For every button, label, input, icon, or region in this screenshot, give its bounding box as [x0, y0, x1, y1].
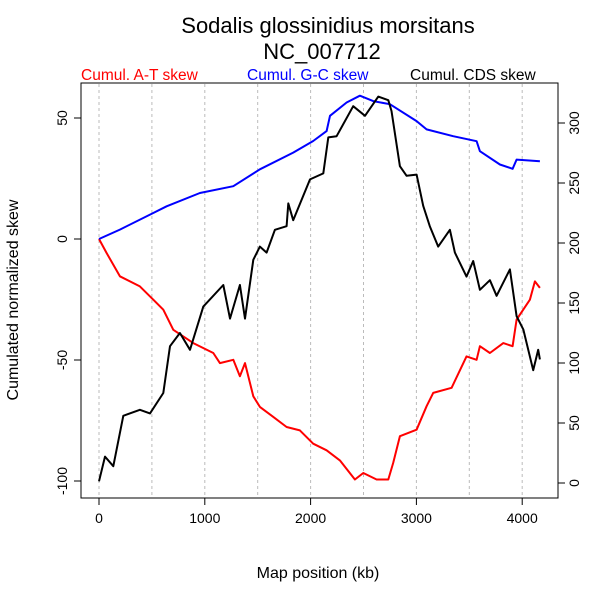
x-tick-label: 1000	[189, 510, 220, 526]
y-right-tick-label: 100	[566, 351, 582, 375]
plot-frame	[80, 82, 559, 499]
chart-title: Sodalis glossinidius morsitans	[181, 13, 474, 38]
y-left-tick-label: 50	[54, 110, 70, 126]
x-axis-label: Map position (kb)	[257, 565, 380, 582]
x-tick-label: 0	[95, 510, 103, 526]
x-tick-label: 4000	[507, 510, 538, 526]
y-axis-label: Cumulated normalized skew	[5, 199, 22, 400]
legend-cds-skew: Cumul. CDS skew	[410, 67, 537, 84]
legend-gc-skew: Cumul. G-C skew	[247, 67, 369, 84]
y-right-tick-label: 200	[566, 231, 582, 255]
y-right-tick-label: 250	[566, 171, 582, 195]
series-line-0	[98, 238, 541, 481]
y-right-tick-label: 0	[566, 479, 582, 487]
x-tick-label: 3000	[401, 510, 432, 526]
y-left-tick-label: 0	[54, 235, 70, 243]
y-left-tick-label: -50	[54, 350, 70, 370]
legend-at-skew: Cumul. A-T skew	[81, 67, 199, 84]
x-tick-label: 2000	[295, 510, 326, 526]
y-right-tick-label: 300	[566, 111, 582, 135]
chart-subtitle: NC_007712	[263, 39, 380, 64]
y-right-tick-label: 150	[566, 291, 582, 315]
y-left-tick-label: -100	[54, 467, 70, 495]
series-line-1	[98, 94, 540, 240]
series-line-2	[98, 95, 541, 482]
y-right-tick-label: 50	[566, 415, 582, 431]
